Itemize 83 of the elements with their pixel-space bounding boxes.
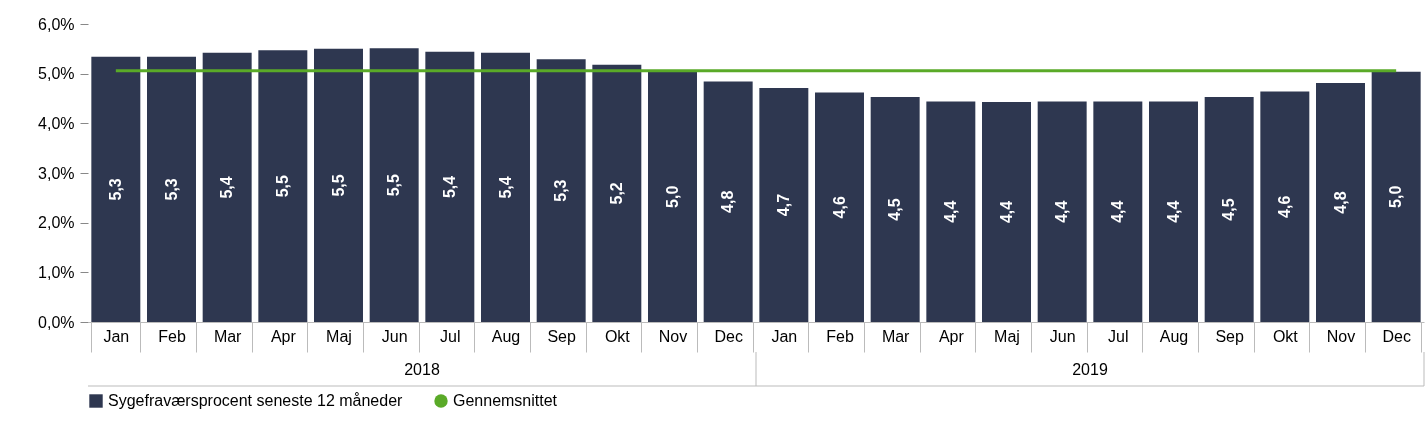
- bar: [1093, 101, 1143, 322]
- data-label: 4,4: [1053, 200, 1071, 223]
- x-tick-label: Nov: [1326, 327, 1356, 345]
- x-tick-label: Jun: [1049, 327, 1076, 345]
- data-label: 5,3: [106, 178, 124, 201]
- bar: [1149, 101, 1198, 322]
- x-tick-label: Mar: [881, 327, 911, 345]
- bar: [314, 48, 363, 322]
- data-label: 5,3: [162, 178, 180, 201]
- bar: [147, 56, 196, 322]
- y-tick-label: 4,0%: [38, 114, 75, 132]
- x-tick-label: Mar: [213, 327, 243, 345]
- x-tick-label: Aug: [1159, 327, 1189, 345]
- x-tick-label: Apr: [270, 327, 297, 345]
- data-label: 5,5: [385, 173, 403, 197]
- x-tick-label: Feb: [826, 327, 854, 345]
- x-tick-label: Jun: [381, 327, 408, 345]
- data-label: 5,4: [440, 175, 458, 199]
- y-tick-label: 5,0%: [38, 65, 75, 83]
- x-tick-label: Sep: [1215, 327, 1244, 345]
- data-label: 4,4: [997, 200, 1015, 224]
- x-tick-label: Apr: [938, 327, 965, 345]
- x-tick-label: Dec: [1382, 327, 1411, 345]
- x-tick-label: Jan: [771, 327, 798, 345]
- y-tick-label: 0,0%: [38, 313, 75, 331]
- x-tick-label: Maj: [326, 327, 352, 345]
- x-tick-label: Okt: [604, 327, 631, 345]
- bar: [536, 59, 586, 322]
- bar: [648, 71, 697, 322]
- legend-label: Gennemsnittet: [453, 392, 558, 409]
- data-label: 5,4: [496, 176, 514, 199]
- data-label: 5,2: [607, 182, 625, 205]
- bar: [1260, 91, 1310, 322]
- bar: [1371, 71, 1421, 322]
- data-label: 5,5: [329, 174, 347, 197]
- x-tick-label: Aug: [491, 327, 521, 345]
- x-tick-label: Maj: [994, 327, 1020, 345]
- data-label: 5,3: [552, 179, 570, 202]
- y-tick-label: 6,0%: [38, 15, 75, 33]
- data-label: 4,8: [1331, 191, 1349, 214]
- data-label: 4,5: [1220, 198, 1238, 221]
- data-label: 4,5: [886, 198, 904, 221]
- x-tick-label: Nov: [658, 327, 688, 345]
- x-tick-label: Jul: [1108, 327, 1129, 345]
- y-tick-label: 3,0%: [38, 164, 75, 182]
- bar: [759, 88, 809, 322]
- bar: [815, 92, 864, 322]
- data-label: 4,7: [774, 193, 792, 217]
- bar: [1204, 97, 1254, 322]
- x-tick-label: Feb: [158, 327, 186, 345]
- bar: [870, 97, 920, 322]
- bar: [425, 51, 475, 322]
- data-label: 4,6: [1275, 195, 1293, 218]
- y-tick-label: 2,0%: [38, 214, 75, 232]
- data-label: 4,4: [941, 200, 959, 223]
- data-label: 5,4: [218, 176, 236, 199]
- bar: [481, 52, 530, 322]
- x-tick-label: Sep: [547, 327, 576, 345]
- data-label: 5,0: [663, 185, 681, 208]
- data-label: 5,0: [1387, 185, 1405, 208]
- x-tick-label: Dec: [714, 327, 743, 345]
- bar: [202, 52, 252, 322]
- y-tick-label: 1,0%: [38, 263, 75, 281]
- legend-label: Sygefraværsprocent seneste 12 måneder: [108, 392, 404, 409]
- bar: [369, 48, 419, 322]
- data-label: 4,6: [830, 196, 848, 219]
- x-tick-label: Jan: [103, 327, 130, 345]
- x-tick-label: Jul: [440, 327, 461, 345]
- data-label: 4,8: [719, 190, 737, 213]
- bar: [926, 101, 976, 322]
- bar: [91, 56, 141, 322]
- bar: [1316, 83, 1365, 322]
- data-label: 4,4: [1164, 200, 1182, 223]
- data-label: 5,5: [273, 174, 291, 198]
- x-tick-label: Okt: [1272, 327, 1299, 345]
- bar: [703, 81, 753, 322]
- bar: [982, 101, 1031, 322]
- data-label: 4,4: [1108, 200, 1126, 223]
- bar: [258, 50, 308, 322]
- bar: [592, 64, 642, 322]
- bar: [1037, 101, 1087, 322]
- text: 2018: [404, 361, 440, 378]
- text: 2019: [1072, 361, 1108, 378]
